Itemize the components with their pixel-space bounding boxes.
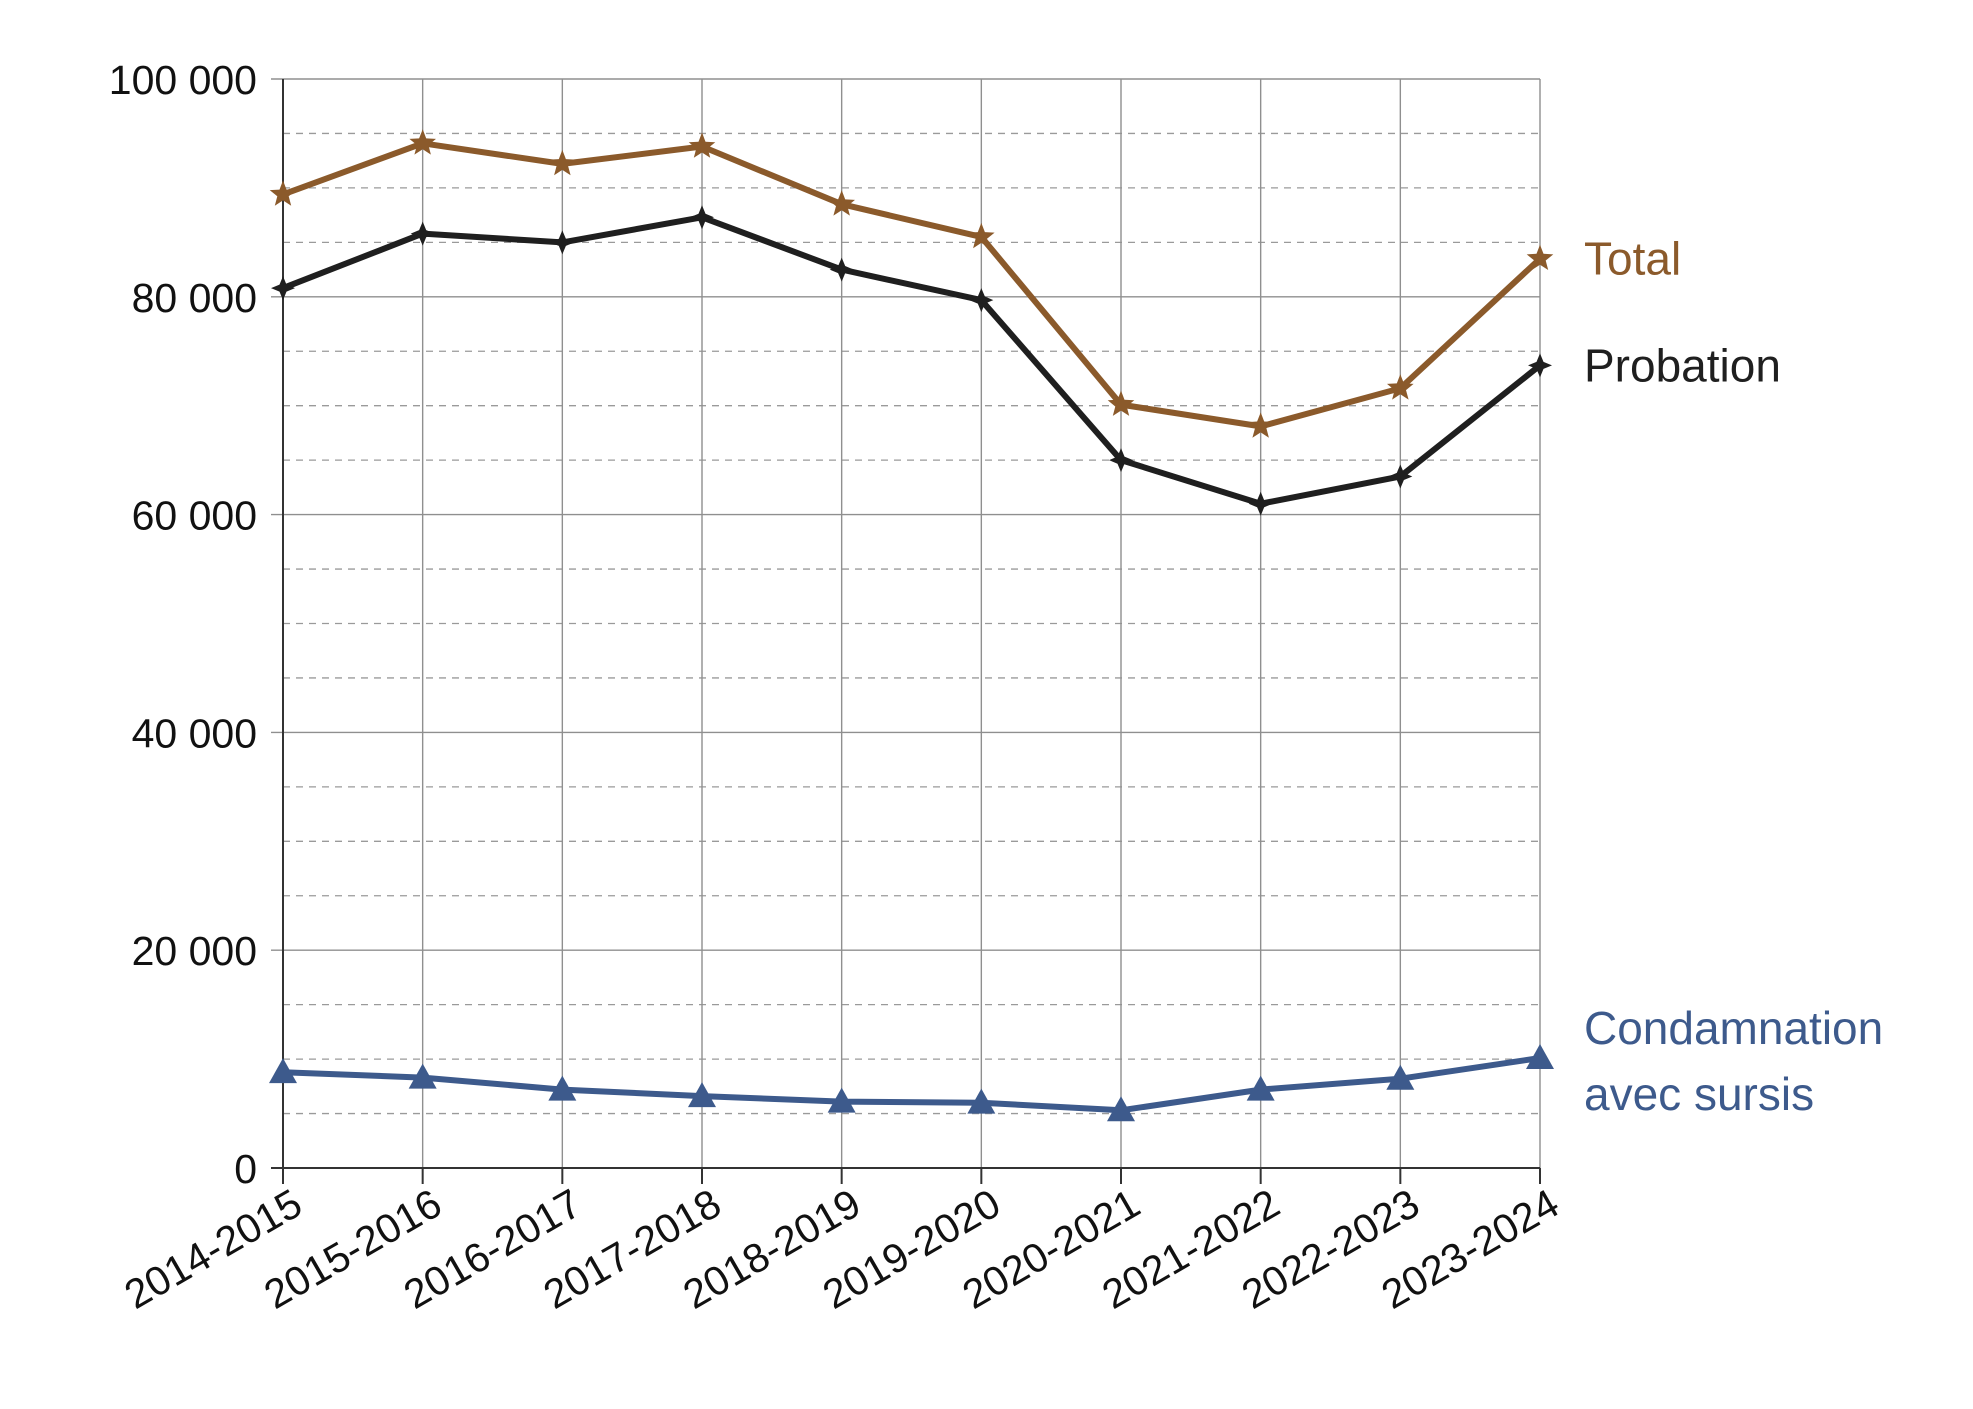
marker-condamnation-avec-sursis: [1246, 1075, 1275, 1101]
marker-condamnation-avec-sursis: [269, 1058, 297, 1084]
marker-probation: [550, 230, 575, 255]
marker-probation: [1248, 491, 1273, 516]
marker-probation: [1528, 353, 1552, 378]
marker-total: [269, 180, 297, 206]
marker-condamnation-avec-sursis: [1107, 1096, 1135, 1122]
marker-probation: [1109, 448, 1133, 473]
series-labels: Total Probation Condamnation avec sursis: [1584, 233, 1883, 1120]
marker-total: [409, 129, 436, 155]
series-line-probation: [281, 214, 1542, 507]
marker-condamnation-avec-sursis: [1386, 1064, 1415, 1090]
marker-total: [688, 132, 716, 158]
marker-condamnation-avec-sursis: [1526, 1044, 1554, 1070]
series-line-total: [281, 140, 1543, 430]
marker-condamnation-avec-sursis: [827, 1087, 856, 1113]
axes: [271, 79, 1541, 1184]
marker-probation: [410, 221, 435, 246]
marker-total: [1387, 374, 1414, 400]
marker-total: [1526, 244, 1554, 270]
major-gridlines: [271, 78, 1541, 1168]
marker-probation: [690, 205, 714, 230]
marker-total: [1107, 390, 1135, 416]
series-markers: [269, 129, 1554, 1122]
marker-condamnation-avec-sursis: [688, 1082, 716, 1108]
marker-condamnation-avec-sursis: [408, 1063, 437, 1089]
y-axis-tick-labels: 0 20 000 40 000 60 000 80 000 100 000: [109, 57, 257, 1192]
y-tick-label: 40 000: [132, 710, 257, 756]
minor-gridlines: [283, 132, 1540, 1115]
marker-probation: [829, 257, 854, 282]
marker-condamnation-avec-sursis: [548, 1075, 577, 1101]
y-tick-label: 80 000: [132, 275, 257, 321]
marker-probation: [969, 288, 994, 313]
marker-probation: [1388, 464, 1413, 489]
marker-total: [1247, 412, 1274, 438]
marker-probation: [271, 276, 295, 301]
y-tick-label: 0: [234, 1146, 257, 1192]
series-label-probation: Probation: [1584, 339, 1781, 391]
series-label-condamnation-avec-sursis: Condamnation avec sursis: [1584, 1002, 1883, 1120]
y-tick-label: 60 000: [132, 493, 257, 539]
marker-total: [828, 190, 855, 216]
y-tick-label: 20 000: [132, 928, 257, 974]
series-lines: [281, 140, 1543, 1114]
marker-total: [549, 149, 576, 176]
series-line-condamnation-avec-sursis: [282, 1055, 1541, 1114]
marker-condamnation-avec-sursis: [967, 1088, 996, 1114]
y-tick-label: 100 000: [109, 57, 257, 103]
series-label-total: Total: [1584, 233, 1681, 285]
x-axis-tick-labels: 2014-20152015-20162016-20172017-20182018…: [117, 1180, 1567, 1318]
marker-total: [968, 222, 995, 249]
